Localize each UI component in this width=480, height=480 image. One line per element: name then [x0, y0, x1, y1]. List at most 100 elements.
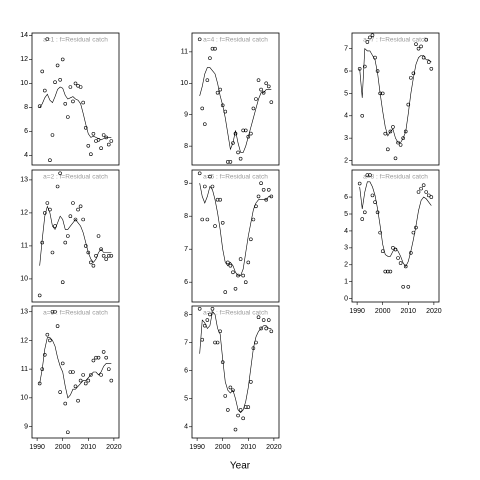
data-point: [231, 141, 235, 145]
data-point: [53, 224, 57, 228]
data-point: [202, 323, 207, 328]
data-point: [101, 254, 106, 258]
data-point: [48, 158, 52, 162]
data-point: [220, 360, 225, 364]
data-point: [197, 171, 202, 176]
panel-title: a=1 : f=Residual catch: [43, 37, 108, 44]
data-point: [213, 224, 217, 228]
data-point: [416, 46, 421, 51]
data-point: [40, 367, 45, 371]
y-tick-label: 0: [344, 295, 348, 302]
data-point: [406, 102, 411, 107]
data-point: [205, 217, 210, 222]
data-point: [249, 237, 253, 242]
data-point: [91, 263, 96, 268]
data-point: [106, 367, 111, 371]
data-point: [236, 273, 240, 278]
data-point: [378, 230, 382, 235]
data-point: [53, 80, 57, 84]
data-point: [378, 91, 382, 96]
data-point: [223, 109, 228, 114]
data-point: [261, 318, 266, 322]
data-point: [60, 57, 65, 62]
data-point: [89, 260, 93, 265]
data-point: [236, 413, 240, 418]
panel-title: a=7 : f=Residual catch: [363, 37, 428, 44]
panel-title: a=5 : f=Residual catch: [203, 174, 268, 181]
data-point: [223, 394, 228, 398]
y-tick-label: 4: [344, 228, 348, 235]
data-point: [411, 230, 416, 235]
data-point: [42, 88, 47, 93]
data-point: [86, 378, 91, 383]
data-point: [238, 408, 243, 412]
data-point: [246, 134, 251, 139]
data-point: [218, 197, 222, 202]
data-point: [419, 186, 423, 191]
data-point: [66, 234, 70, 238]
y-tick-label: 7: [344, 46, 348, 53]
data-point: [368, 35, 372, 40]
panel-title: a=4 : f=Residual catch: [203, 37, 268, 44]
data-point: [424, 190, 429, 194]
data-point: [48, 207, 52, 212]
data-point: [78, 378, 83, 383]
data-point: [101, 133, 106, 137]
x-tick-label: 2000: [55, 444, 71, 451]
data-point: [96, 355, 101, 360]
data-point: [96, 138, 101, 142]
data-point: [269, 329, 274, 334]
data-point: [215, 197, 220, 202]
data-point: [362, 64, 367, 69]
data-point: [55, 324, 60, 328]
data-point: [58, 390, 62, 394]
data-point: [396, 140, 400, 145]
panel-frame: [31, 169, 120, 303]
x-tick-label: 2010: [241, 444, 257, 451]
data-point: [58, 171, 62, 176]
data-point: [99, 146, 103, 150]
y-tick-label: 11: [21, 366, 28, 373]
data-point: [246, 260, 251, 265]
data-point: [264, 197, 269, 202]
data-point: [40, 69, 45, 74]
data-point: [200, 217, 205, 222]
data-point: [104, 257, 109, 261]
data-point: [264, 81, 269, 86]
fit-line: [39, 337, 112, 399]
data-point: [81, 100, 85, 105]
data-point: [106, 142, 111, 147]
data-point: [269, 100, 274, 104]
data-point: [226, 260, 230, 265]
y-tick-label: 3: [344, 135, 348, 142]
x-axis-label: Year: [230, 461, 251, 472]
y-tick-label: 10: [20, 80, 28, 87]
data-point: [37, 381, 42, 386]
data-point: [55, 63, 60, 68]
data-point: [411, 71, 416, 76]
data-point: [383, 131, 388, 136]
x-tick-label: 2000: [215, 444, 231, 451]
data-point: [202, 122, 207, 126]
y-tick-label: 4: [184, 424, 188, 431]
data-point: [78, 85, 83, 89]
data-point: [68, 85, 73, 89]
data-point: [251, 346, 256, 350]
data-point: [380, 249, 385, 254]
data-point: [362, 210, 367, 215]
data-point: [403, 129, 408, 134]
y-tick-label: 8: [184, 143, 188, 150]
panel-frame: [191, 32, 280, 166]
data-point: [256, 78, 261, 82]
data-point: [60, 361, 65, 366]
data-point: [45, 201, 50, 205]
data-point: [81, 217, 85, 222]
data-point: [99, 373, 103, 377]
y-tick-label: 5: [344, 90, 348, 97]
data-point: [424, 37, 429, 42]
data-point: [215, 340, 220, 345]
data-point: [205, 318, 210, 322]
data-point: [109, 254, 114, 258]
data-point: [429, 66, 434, 71]
